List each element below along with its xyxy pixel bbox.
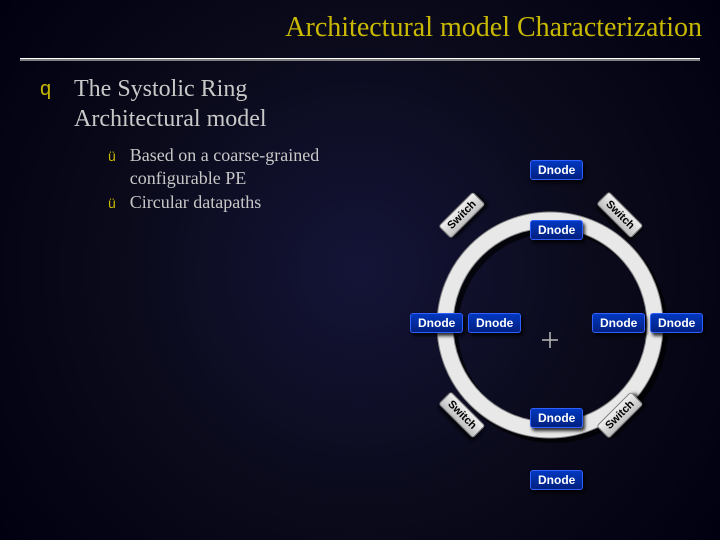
sub-bullet-list: ü Based on a coarse-grainedconfigurable … <box>108 144 319 216</box>
slide: Architectural model Characterization q T… <box>0 0 720 540</box>
dnode-node: Dnode <box>530 160 583 180</box>
page-title: Architectural model Characterization <box>285 12 702 44</box>
bullet-marker: q <box>40 78 51 101</box>
list-item: ü Circular datapaths <box>108 191 319 214</box>
dnode-node: Dnode <box>592 313 645 333</box>
ring-diagram: DnodeDnodeDnodeDnodeDnodeDnodeDnodeDnode… <box>390 140 710 540</box>
check-icon: ü <box>108 148 116 164</box>
horizontal-rule <box>20 58 700 61</box>
dnode-node: Dnode <box>468 313 521 333</box>
dnode-node: Dnode <box>530 470 583 490</box>
list-item: ü Based on a coarse-grainedconfigurable … <box>108 144 319 189</box>
dnode-node: Dnode <box>650 313 703 333</box>
sub-item-text: Circular datapaths <box>130 191 261 214</box>
check-icon: ü <box>108 195 116 211</box>
dnode-node: Dnode <box>410 313 463 333</box>
dnode-node: Dnode <box>530 220 583 240</box>
main-bullet-text: The Systolic RingArchitectural model <box>74 74 267 134</box>
dnode-node: Dnode <box>530 408 583 428</box>
sub-item-text: Based on a coarse-grainedconfigurable PE <box>130 144 319 189</box>
